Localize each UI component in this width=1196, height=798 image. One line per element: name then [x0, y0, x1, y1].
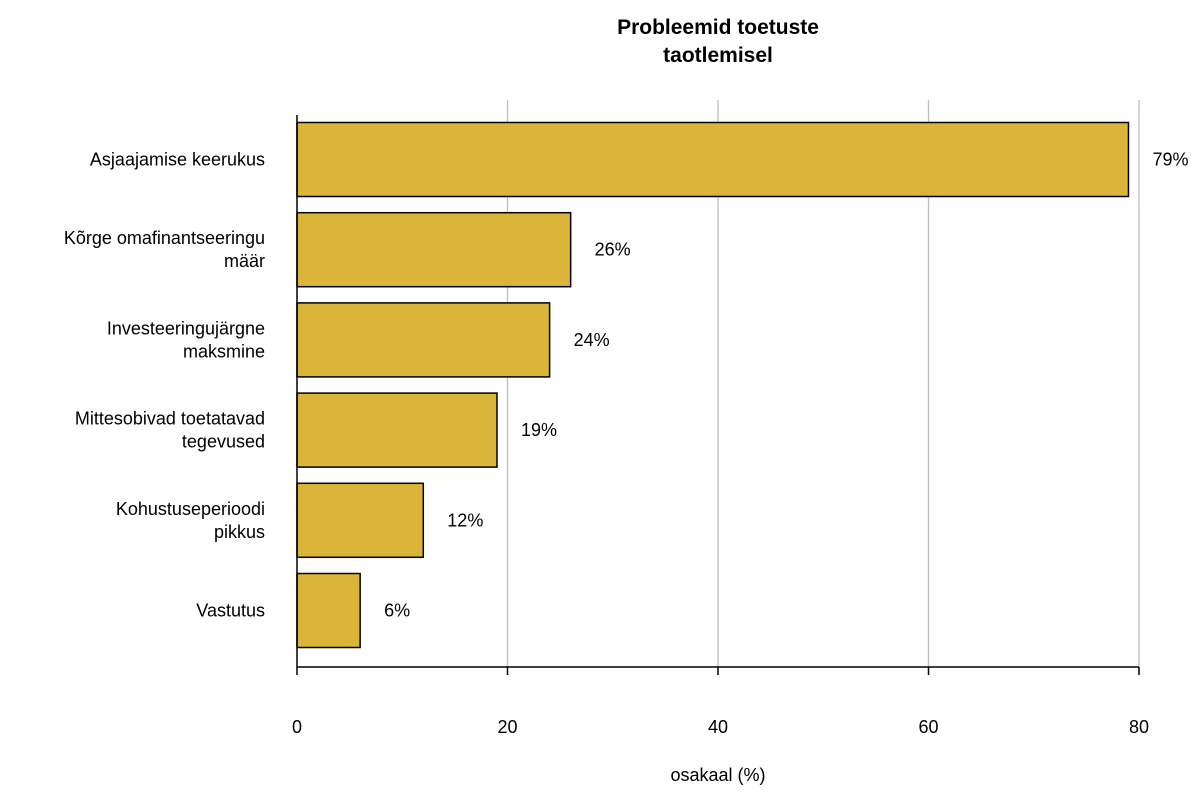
chart-title-line: taotlemisel [663, 44, 773, 67]
data-label: 12% [447, 510, 483, 530]
axes [296, 115, 1140, 675]
category-label: Kõrge omafinantseeringu [64, 228, 265, 248]
bar [296, 302, 551, 378]
data-label: 79% [1152, 150, 1188, 170]
x-tick-label: 40 [708, 717, 728, 737]
x-tick-label: 60 [918, 717, 938, 737]
category-label: Mittesobivad toetatavad [75, 409, 265, 429]
data-label: 26% [595, 240, 631, 260]
x-axis-title: osakaal (%) [670, 765, 765, 785]
bar [296, 572, 361, 649]
bar [296, 211, 572, 288]
category-label: Vastutus [196, 601, 265, 621]
category-label: tegevused [182, 432, 265, 452]
category-label: Asjaajamise keerukus [90, 150, 265, 170]
data-label: 6% [384, 601, 410, 621]
bar [296, 482, 425, 559]
category-label: pikkus [214, 522, 265, 542]
chart-title-line: Probleemid toetuste [617, 16, 819, 39]
category-label: maksmine [183, 341, 265, 361]
x-tick-label: 0 [292, 717, 302, 737]
category-label: Kohustuseperioodi [116, 499, 265, 519]
bar [296, 392, 498, 468]
data-label: 24% [574, 330, 610, 350]
data-labels: 79% 26% 24% 19% 12% 6% [384, 150, 1188, 621]
data-label: 19% [521, 420, 557, 440]
chart-title: Probleemid toetuste taotlemisel [617, 16, 819, 67]
category-label: Investeeringujärgne [107, 318, 265, 338]
x-tick-label: 20 [497, 717, 517, 737]
bar [296, 121, 1130, 198]
bars [296, 121, 1130, 649]
x-tick-labels: 0 20 40 60 80 [292, 717, 1149, 737]
x-tick-label: 80 [1129, 717, 1149, 737]
category-labels: Asjaajamise keerukus Kõrge omafinantseeri… [64, 150, 265, 621]
category-label: määr [224, 251, 265, 271]
